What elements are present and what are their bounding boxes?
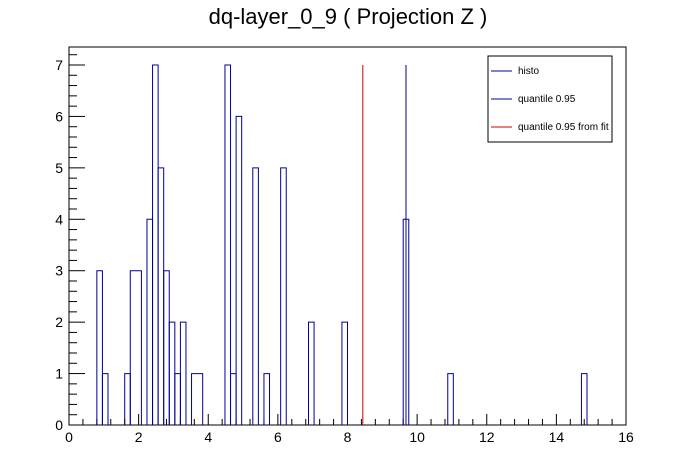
legend-label: quantile 0.95 from fit <box>518 122 609 133</box>
y-tick-label: 7 <box>55 57 63 73</box>
chart-title: dq-layer_0_9 ( Projection Z ) <box>209 4 488 29</box>
y-tick-label: 3 <box>55 263 63 279</box>
legend: histo quantile 0.95 quantile 0.95 from fit <box>487 55 613 143</box>
y-tick-label: 4 <box>55 211 63 227</box>
histogram-bin <box>124 373 131 425</box>
histogram-bin <box>168 321 176 425</box>
x-tick-label: 14 <box>549 429 565 445</box>
y-tick-label: 6 <box>55 108 63 124</box>
histogram-bin <box>308 321 315 425</box>
histogram-bin <box>235 115 243 425</box>
histogram-bin <box>341 321 348 425</box>
legend-label: histo <box>518 66 540 77</box>
x-tick-label: 2 <box>135 429 143 445</box>
x-tick-label: 8 <box>344 429 352 445</box>
y-tick-label: 5 <box>55 160 63 176</box>
histogram-bin <box>447 373 454 425</box>
histogram-bin <box>146 218 154 425</box>
y-tick-label: 2 <box>55 314 63 330</box>
histogram-bin <box>129 270 142 425</box>
y-tick-label: 1 <box>55 366 63 382</box>
y-tick-label: 0 <box>55 417 63 433</box>
histogram-bin <box>163 270 170 425</box>
x-tick-label: 12 <box>479 429 495 445</box>
histogram-bin <box>252 167 259 425</box>
histogram-bin <box>152 64 159 425</box>
x-tick-label: 10 <box>409 429 425 445</box>
histogram-bin <box>263 373 271 425</box>
legend-label: quantile 0.95 <box>518 94 576 105</box>
histogram-bin <box>157 167 165 425</box>
histogram-bin <box>580 373 588 425</box>
histogram-bin <box>101 373 109 425</box>
x-tick-label: 16 <box>618 429 634 445</box>
histogram-bin <box>280 167 287 425</box>
histogram-bin <box>224 64 232 425</box>
histogram-bin <box>179 321 187 425</box>
histogram-bin <box>96 270 103 425</box>
x-tick-label: 6 <box>274 429 282 445</box>
x-tick-label: 4 <box>204 429 212 445</box>
quantile-lines <box>362 65 407 425</box>
x-tick-label: 0 <box>65 429 73 445</box>
histogram-bin <box>230 373 237 425</box>
histogram-bin <box>174 373 181 425</box>
histogram-bin <box>191 373 204 425</box>
